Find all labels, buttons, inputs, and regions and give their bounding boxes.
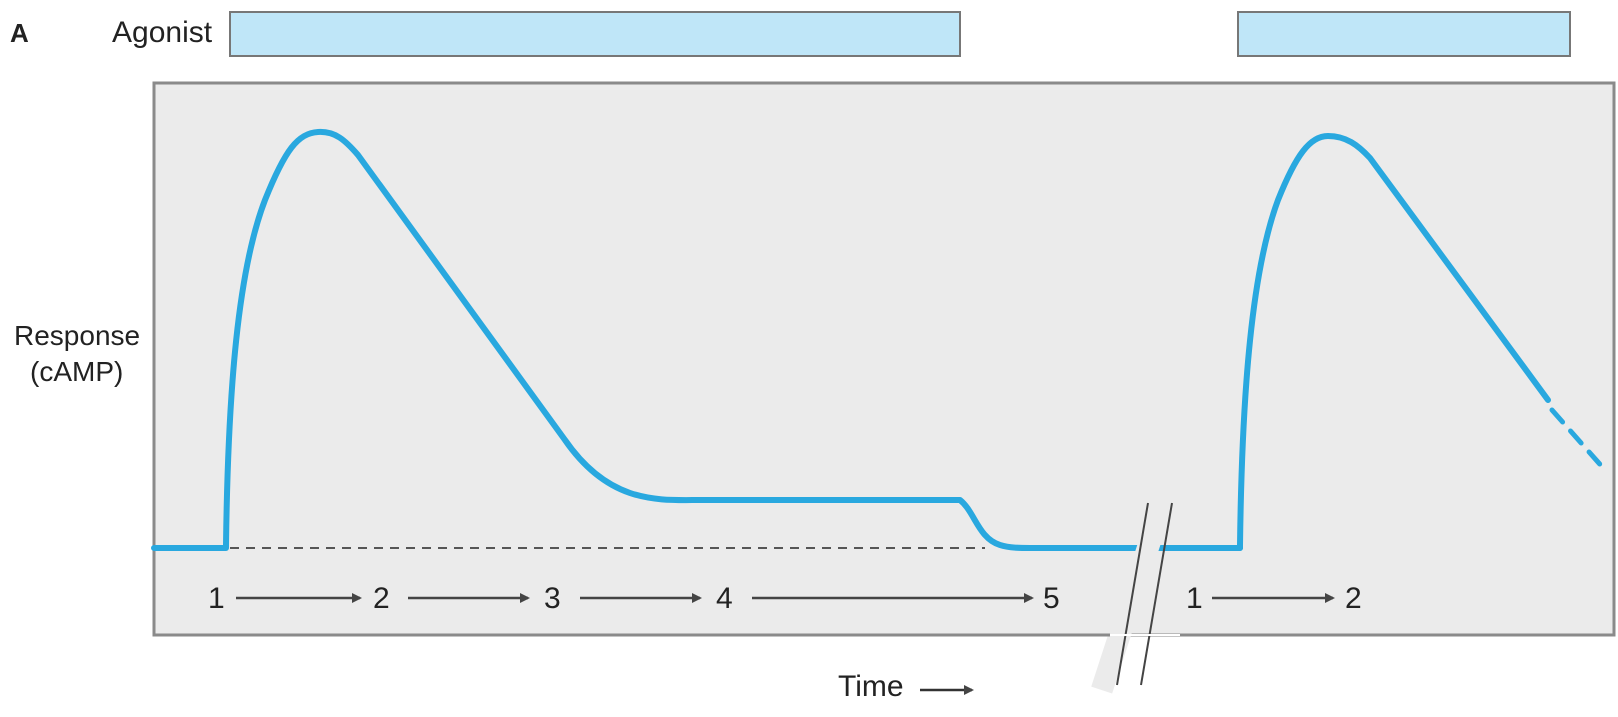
step-label-second-2: 2 (1345, 582, 1362, 615)
axis-break-mark-left (1116, 502, 1149, 686)
step-label-1: 1 (208, 582, 225, 615)
panel-bottom-break-gap (1110, 634, 1180, 636)
agonist-bar-second (1237, 11, 1571, 57)
step-label-3: 3 (544, 582, 561, 615)
x-axis-label: Time (838, 670, 904, 703)
response-curve-second-phase (1237, 133, 1551, 551)
response-curve-first-phase (151, 128, 1243, 551)
agonist-bar-first (229, 11, 961, 57)
step-label-second-1: 1 (1186, 582, 1203, 615)
step-label-2: 2 (373, 582, 390, 615)
response-curve-continuation-dashed (1549, 407, 1608, 473)
y-axis-label-line1: Response (14, 320, 141, 351)
axis-break-mark-right (1140, 502, 1173, 686)
step-label-4: 4 (716, 582, 733, 615)
plot-panel (152, 81, 1616, 637)
agonist-label: Agonist (112, 16, 213, 49)
y-axis-label-line2: (cAMP) (30, 356, 124, 387)
step-label-5: 5 (1043, 582, 1060, 615)
panel-label: A (10, 18, 29, 48)
